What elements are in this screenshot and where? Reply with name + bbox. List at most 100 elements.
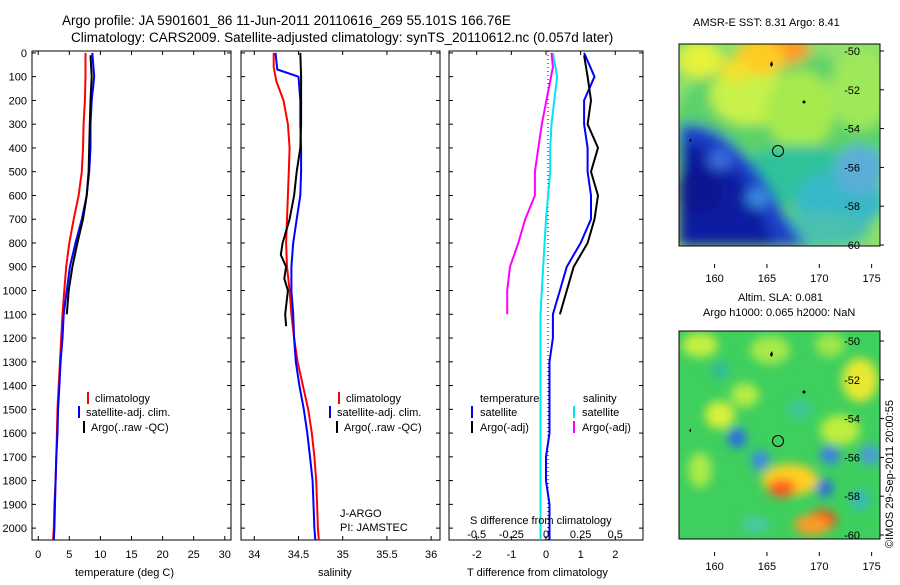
x-tick-label: 35 [337,549,349,561]
map-sst-title: AMSR-E SST: 8.31 Argo: 8.41 [693,17,840,29]
temperature-lines [52,52,96,540]
map-sst-image [679,44,880,246]
x-tick-label: 10 [94,549,106,561]
panel-temperature: 0100200300400500600700800900100011001200… [3,48,232,579]
depth-tick-label: 0 [21,48,27,60]
depth-tick-label: 300 [9,119,27,131]
series-line [279,52,303,327]
depth-tick-label: 200 [9,95,27,107]
x-tick-label: 34 [248,549,260,561]
legend-satellite-label: satellite-adj. clim. [86,407,170,419]
lat-tick-label: -58 [844,201,860,213]
salinity-x-ticks: 34 34.5 35 35.5 36 [248,51,437,561]
depth-tick-label: 800 [9,238,27,250]
series-line [52,52,96,540]
map-sla: Altim. SLA: 0.081 Argo h1000: 0.065 h200… [678,292,884,573]
series-line [272,52,320,540]
lat-tick-label: -54 [844,124,860,136]
lat-tick-label: -52 [844,375,860,387]
x-tick-label: -2 [472,549,482,561]
x-tick-label: 0 [35,549,41,561]
salinity-legend: climatology satellite-adj. clim. Argo(..… [329,392,422,434]
temperature-legend: climatology satellite-adj. clim. Argo(..… [78,392,170,434]
series-line [274,52,317,540]
x-tick-label: 0.5 [608,529,623,541]
figure-title-line2: Climatology: CARS2009. Satellite-adjuste… [71,30,613,45]
panel-temperature-frame [31,50,232,541]
temperature-x-label: temperature (deg C) [75,567,174,579]
float-program-note: J-ARGO [340,508,382,520]
x-tick-label: 25 [188,549,200,561]
depth-tick-label: 1300 [3,357,27,369]
depth-tick-label: 1500 [3,404,27,416]
x-tick-label: 34.5 [288,549,309,561]
depth-tick-label: 2000 [3,523,27,535]
legend-argo-label: Argo(..raw -QC) [91,422,169,434]
x-tick-label: -0.25 [499,529,524,541]
series-line [506,52,554,315]
x-tick-label: 36 [425,549,437,561]
depth-tick-label: 900 [9,262,27,274]
float-pi-note: PI: JAMSTEC [340,522,408,534]
lat-tick-label: -56 [844,452,860,464]
salinity-y-ticks [241,52,440,529]
difference-y-ticks [449,52,643,529]
depth-tick-label: 400 [9,143,27,155]
legend-climatology-label: climatology [95,393,151,405]
map-sla-lon-ticks: 160 165 170 175 [705,552,881,573]
x-tick-label: 0.25 [570,529,591,541]
legend-t-argo-label: Argo(-adj) [480,422,529,434]
x-tick-label: -1 [506,549,516,561]
panel-difference: -2 -1 0 1 2 -0.5 -0.25 0 0.25 0.5 S difference fr… [448,50,644,579]
depth-tick-label: 100 [9,72,27,84]
lon-tick-label: 165 [758,273,776,285]
lat-tick-label: -50 [844,46,860,58]
depth-tick-label: 1700 [3,452,27,464]
lon-tick-label: 160 [705,273,723,285]
legend-s-argo-label: Argo(-adj) [582,422,631,434]
depth-tick-label: 1200 [3,333,27,345]
lat-tick-label: -60 [844,530,860,542]
map-sla-image [679,331,880,539]
depth-tick-label: 1000 [3,286,27,298]
x-tick-label: 15 [125,549,137,561]
map-sla-title-line2: Argo h1000: 0.065 h2000: NaN [703,307,855,319]
credit-text: ©IMOS 29-Sep-2011 20:00:55 [884,400,896,548]
s-difference-label: S difference from climatology [470,515,612,527]
difference-legend: temperature salinity satellite Argo(-adj… [471,393,631,434]
temperature-x-ticks: 0 5 10 15 20 25 30 [35,51,231,561]
x-tick-label: -0.5 [467,529,486,541]
legend-argo-label: Argo(..raw -QC) [344,422,422,434]
map-sst: AMSR-E SST: 8.31 Argo: 8.41 [678,17,884,285]
depth-tick-label: 1100 [3,309,27,321]
x-tick-label: 30 [219,549,231,561]
argo-float-marker [772,435,784,447]
difference-x-ticks: -2 -1 0 1 2 -0.5 -0.25 0 0.25 0.5 [467,51,623,561]
lon-tick-label: 175 [862,273,880,285]
x-tick-label: 2 [612,549,618,561]
x-tick-label: 35.5 [376,549,397,561]
difference-lines [506,52,599,540]
lon-tick-label: 160 [705,561,723,573]
argo-float-marker [772,145,784,157]
x-tick-label: 0 [543,529,549,541]
depth-tick-label: 500 [9,167,27,179]
map-sst-lon-ticks: 160 165 170 175 [705,264,881,285]
t-difference-label: T difference from climatology [467,567,608,579]
map-sla-frame [678,330,881,540]
depth-tick-label: 1800 [3,476,27,488]
lat-tick-label: -54 [844,414,860,426]
x-tick-label: 20 [156,549,168,561]
lon-tick-label: 170 [810,561,828,573]
salinity-x-label: salinity [318,567,352,579]
map-sst-frame [678,43,881,247]
map-sla-lat-ticks: -50 -52 -54 -56 -58 -60 [844,336,884,542]
figure-title-line1: Argo profile: JA 5901601_86 11-Jun-2011 … [62,13,511,28]
salinity-lines [272,52,320,540]
legend-climatology-label: climatology [346,393,402,405]
depth-tick-labels: 0 100 200 300 400 500 600 700 800 900 1000 1100 1200… [3,48,231,535]
depth-tick-label: 1900 [3,499,27,511]
legend-satellite-label: satellite-adj. clim. [337,407,421,419]
